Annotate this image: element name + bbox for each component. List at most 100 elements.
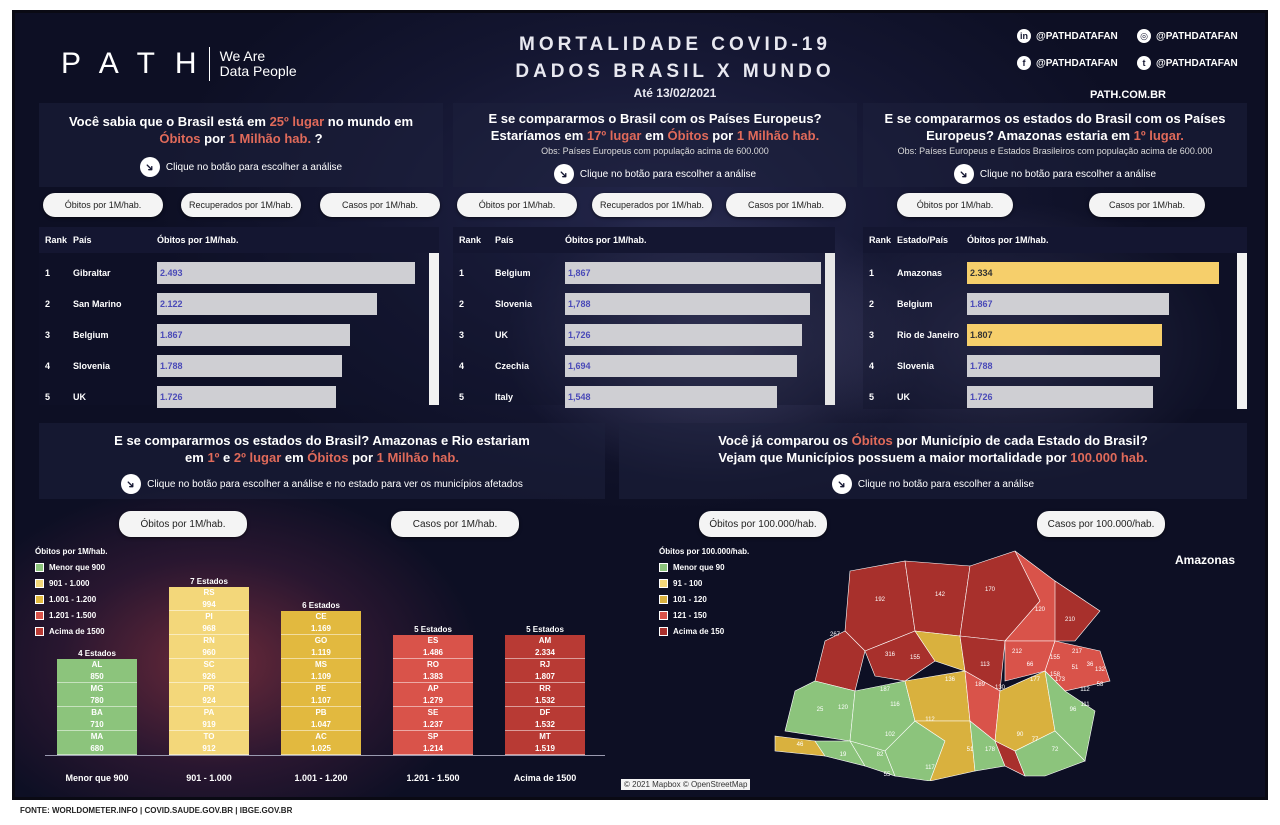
table-row[interactable]: 4 Slovenia 1.788 bbox=[39, 350, 342, 381]
state-cell[interactable]: RN 960 bbox=[169, 635, 249, 659]
state-cell[interactable]: MS 1.109 bbox=[281, 659, 361, 683]
state-cell[interactable]: CE 1.169 bbox=[281, 611, 361, 635]
legend-item[interactable]: Menor que 900 bbox=[35, 559, 107, 575]
panel5-question: Você já comparou os Óbitos por Município… bbox=[718, 433, 1148, 465]
legend-item[interactable]: 121 - 150 bbox=[659, 607, 749, 623]
state-cell[interactable]: RS 994 bbox=[169, 587, 249, 611]
cases-per-100k-button[interactable]: Casos por 100.000/hab. bbox=[1037, 511, 1165, 537]
legend-item[interactable]: 1.201 - 1.500 bbox=[35, 607, 107, 623]
state-value: 680 bbox=[90, 744, 104, 753]
state-cell[interactable]: TO 912 bbox=[169, 731, 249, 755]
municipality-shape[interactable] bbox=[1044, 670, 1096, 762]
deaths-per-million-button[interactable]: Óbitos por 1M/hab. bbox=[43, 193, 163, 217]
municipality-shape[interactable] bbox=[1044, 640, 1111, 692]
state-cell[interactable]: RO 1.383 bbox=[393, 659, 473, 683]
deaths-per-million-button[interactable]: Óbitos por 1M/hab. bbox=[457, 193, 577, 217]
deaths-per-million-button[interactable]: Óbitos por 1M/hab. bbox=[119, 511, 247, 537]
table-header: Rank Estado/País Óbitos por 1M/hab. bbox=[863, 227, 1247, 253]
table-row[interactable]: 1 Belgium 1,867 bbox=[453, 257, 821, 288]
state-cell[interactable]: PB 1.047 bbox=[281, 707, 361, 731]
municipality-shape[interactable] bbox=[784, 680, 856, 742]
legend-item[interactable]: Acima de 1500 bbox=[35, 623, 107, 639]
table-row[interactable]: 3 Rio de Janeiro 1.807 bbox=[863, 319, 1162, 350]
table-scrollbar[interactable] bbox=[825, 253, 835, 405]
state-cell[interactable]: AP 1.279 bbox=[393, 683, 473, 707]
deaths-per-million-button[interactable]: Óbitos por 1M/hab. bbox=[897, 193, 1013, 217]
legend-item[interactable]: 1.001 - 1.200 bbox=[35, 591, 107, 607]
state-cell[interactable]: PA 919 bbox=[169, 707, 249, 731]
cases-per-million-button[interactable]: Casos por 1M/hab. bbox=[726, 193, 846, 217]
state-cell[interactable]: SP 1.214 bbox=[393, 731, 473, 755]
state-cell[interactable]: RR 1.532 bbox=[505, 683, 585, 707]
table-row[interactable]: 1 Amazonas 2.334 bbox=[863, 257, 1219, 288]
panel5-hint: ➜ Clique no botão para escolher a anális… bbox=[619, 469, 1247, 499]
deaths-per-100k-button[interactable]: Óbitos por 100.000/hab. bbox=[699, 511, 827, 537]
municipality-label: 130 bbox=[995, 685, 1006, 691]
table-row[interactable]: 4 Czechia 1,694 bbox=[453, 350, 797, 381]
table-row[interactable]: 4 Slovenia 1.788 bbox=[863, 350, 1160, 381]
table-row[interactable]: 2 San Marino 2.122 bbox=[39, 288, 377, 319]
state-cell[interactable]: BA 710 bbox=[57, 707, 137, 731]
state-group-column[interactable]: AL 850 MG 780 BA 710 MA 680 bbox=[57, 659, 137, 755]
municipality-shape[interactable] bbox=[904, 560, 971, 637]
row-name: UK bbox=[73, 391, 86, 402]
table-row[interactable]: 2 Slovenia 1,788 bbox=[453, 288, 810, 319]
municipality-shape[interactable] bbox=[914, 720, 976, 781]
state-group-column[interactable]: RS 994 PI 968 RN 960 SC 926 PR 924 PA 919 TO 912 bbox=[169, 587, 249, 755]
state-group-column[interactable]: ES 1.486 RO 1.383 AP 1.279 SE 1.237 SP 1.214 bbox=[393, 635, 473, 755]
linkedin-link[interactable]: in @PATHDATAFAN bbox=[1017, 29, 1118, 43]
table-scrollbar[interactable] bbox=[429, 253, 439, 405]
state-value: 780 bbox=[90, 696, 104, 705]
table-row[interactable]: 3 Belgium 1.867 bbox=[39, 319, 350, 350]
state-cell[interactable]: SE 1.237 bbox=[393, 707, 473, 731]
municipality-shape[interactable] bbox=[864, 630, 936, 682]
recovered-per-million-button[interactable]: Recuperados por 1M/hab. bbox=[592, 193, 712, 217]
table-row[interactable]: 1 Gibraltar 2.493 bbox=[39, 257, 415, 288]
table-row[interactable]: 2 Belgium 1.867 bbox=[863, 288, 1169, 319]
state-cell[interactable]: AM 2.334 bbox=[505, 635, 585, 659]
facebook-link[interactable]: f @PATHDATAFAN bbox=[1017, 56, 1118, 70]
row-rank: 1 bbox=[45, 267, 51, 278]
state-cell[interactable]: MT 1.519 bbox=[505, 731, 585, 755]
cases-per-million-button[interactable]: Casos por 1M/hab. bbox=[391, 511, 519, 537]
state-group-column[interactable]: CE 1.169 GO 1.119 MS 1.109 PE 1.107 PB 1.047 AC 1.0… bbox=[281, 611, 361, 755]
instagram-link[interactable]: ◎ @PATHDATAFAN bbox=[1137, 29, 1238, 43]
state-cell[interactable]: PR 924 bbox=[169, 683, 249, 707]
table-scrollbar[interactable] bbox=[1237, 253, 1247, 409]
state-cell[interactable]: ES 1.486 bbox=[393, 635, 473, 659]
row-value-bar: 1,548 bbox=[565, 385, 777, 408]
cases-per-million-button[interactable]: Casos por 1M/hab. bbox=[1089, 193, 1205, 217]
twitter-link[interactable]: t @PATHDATAFAN bbox=[1137, 56, 1238, 70]
table-row[interactable]: 3 UK 1,726 bbox=[453, 319, 802, 350]
municipality-label: 170 bbox=[985, 587, 996, 593]
tagline-line-1: We Are bbox=[219, 48, 266, 64]
municipality-shape[interactable] bbox=[1054, 580, 1101, 642]
state-cell[interactable]: DF 1.532 bbox=[505, 707, 585, 731]
row-rank: 2 bbox=[869, 298, 875, 309]
x-axis-label: 901 - 1.000 bbox=[186, 773, 232, 783]
municipality-shape[interactable] bbox=[904, 670, 971, 722]
site-link[interactable]: PATH.COM.BR bbox=[1090, 89, 1166, 101]
cases-per-million-button[interactable]: Casos por 1M/hab. bbox=[320, 193, 440, 217]
state-cell[interactable]: RJ 1.807 bbox=[505, 659, 585, 683]
amazonas-municipality-map[interactable]: 192 142 170 267 120 210 316 155 113 66 51 136 212 155… bbox=[755, 541, 1115, 781]
table-row[interactable]: 5 UK 1.726 bbox=[39, 381, 336, 412]
state-cell[interactable]: AL 850 bbox=[57, 659, 137, 683]
state-cell[interactable]: MA 680 bbox=[57, 731, 137, 755]
state-group-column[interactable]: AM 2.334 RJ 1.807 RR 1.532 DF 1.532 MT 1.519 bbox=[505, 635, 585, 755]
legend-item[interactable]: 101 - 120 bbox=[659, 591, 749, 607]
state-cell[interactable]: SC 926 bbox=[169, 659, 249, 683]
state-cell[interactable]: PE 1.107 bbox=[281, 683, 361, 707]
table-row[interactable]: 5 UK 1.726 bbox=[863, 381, 1153, 412]
legend-item[interactable]: Acima de 150 bbox=[659, 623, 749, 639]
state-cell[interactable]: PI 968 bbox=[169, 611, 249, 635]
legend-item[interactable]: 901 - 1.000 bbox=[35, 575, 107, 591]
state-cell[interactable]: MG 780 bbox=[57, 683, 137, 707]
state-cell[interactable]: AC 1.025 bbox=[281, 731, 361, 755]
recovered-per-million-button[interactable]: Recuperados por 1M/hab. bbox=[181, 193, 301, 217]
municipality-shape[interactable] bbox=[1014, 730, 1086, 777]
table-row[interactable]: 5 Italy 1,548 bbox=[453, 381, 777, 412]
legend-item[interactable]: 91 - 100 bbox=[659, 575, 749, 591]
state-cell[interactable]: GO 1.119 bbox=[281, 635, 361, 659]
legend-item[interactable]: Menor que 90 bbox=[659, 559, 749, 575]
